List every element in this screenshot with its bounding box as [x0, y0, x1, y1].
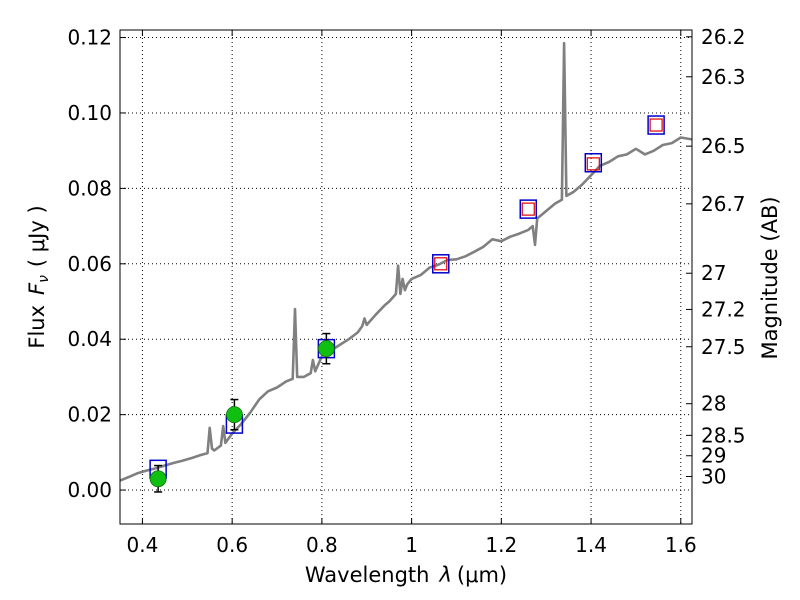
observed-square: [586, 157, 600, 171]
y-axis-title: FluxFν( μJy ): [25, 205, 52, 348]
x-tick-label: 0.4: [127, 533, 159, 557]
y-tick-label: 0.00: [67, 478, 112, 502]
x-tick-label: 1.6: [665, 533, 697, 557]
y-tick-label: 0.04: [67, 327, 112, 351]
y-tick-label: 0.10: [67, 101, 112, 125]
y-tick-label: 0.08: [67, 176, 112, 200]
y2-tick-label: 26.3: [701, 65, 746, 89]
y2-tick-label: 27: [701, 261, 726, 285]
y-tick-label: 0.02: [67, 403, 112, 427]
x-tick-label: 1: [405, 533, 418, 557]
observed-square: [521, 202, 535, 216]
y2-tick-label: 26.5: [701, 134, 746, 158]
x-tick-label: 1.2: [485, 533, 517, 557]
spectrum-line: [120, 41, 692, 482]
y2-tick-label: 28: [701, 392, 726, 416]
y2-tick-label: 26.7: [701, 192, 746, 216]
plot-area: [120, 41, 692, 493]
model-point: [519, 199, 538, 219]
x-tick-label: 1.4: [575, 533, 607, 557]
y-tick-label: 0.06: [67, 252, 112, 276]
x-tick-label: 0.6: [216, 533, 248, 557]
grid: [120, 30, 692, 524]
observed-square: [434, 257, 448, 271]
y2-tick-label: 30: [701, 464, 726, 488]
ticks: 0.4 0.6 0.8 1 1.2 1.4 1.6 0.00 0.02 0.04 0.06 0.08 0…: [67, 25, 745, 557]
model-point: [584, 152, 603, 173]
y2-tick-label: 29: [701, 444, 726, 468]
y2-axis-title: Magnitude (AB): [758, 196, 782, 359]
axes-frame: [119, 29, 693, 525]
model-point: [432, 254, 450, 274]
y-tick-label: 0.12: [67, 26, 112, 50]
y2-tick-label: 26.2: [701, 25, 746, 49]
y2-tick-label: 27.2: [701, 297, 746, 321]
observed-point: [317, 340, 335, 358]
observed-point: [149, 470, 167, 488]
x-tick-label: 0.8: [306, 533, 338, 557]
y2-tick-label: 27.5: [701, 335, 746, 359]
observed-square: [649, 118, 663, 132]
observed-point: [225, 406, 243, 424]
x-axis-title: Wavelength λ (μm): [305, 563, 507, 587]
model-point: [647, 115, 665, 135]
y2-tick-label: 28.5: [701, 423, 746, 447]
